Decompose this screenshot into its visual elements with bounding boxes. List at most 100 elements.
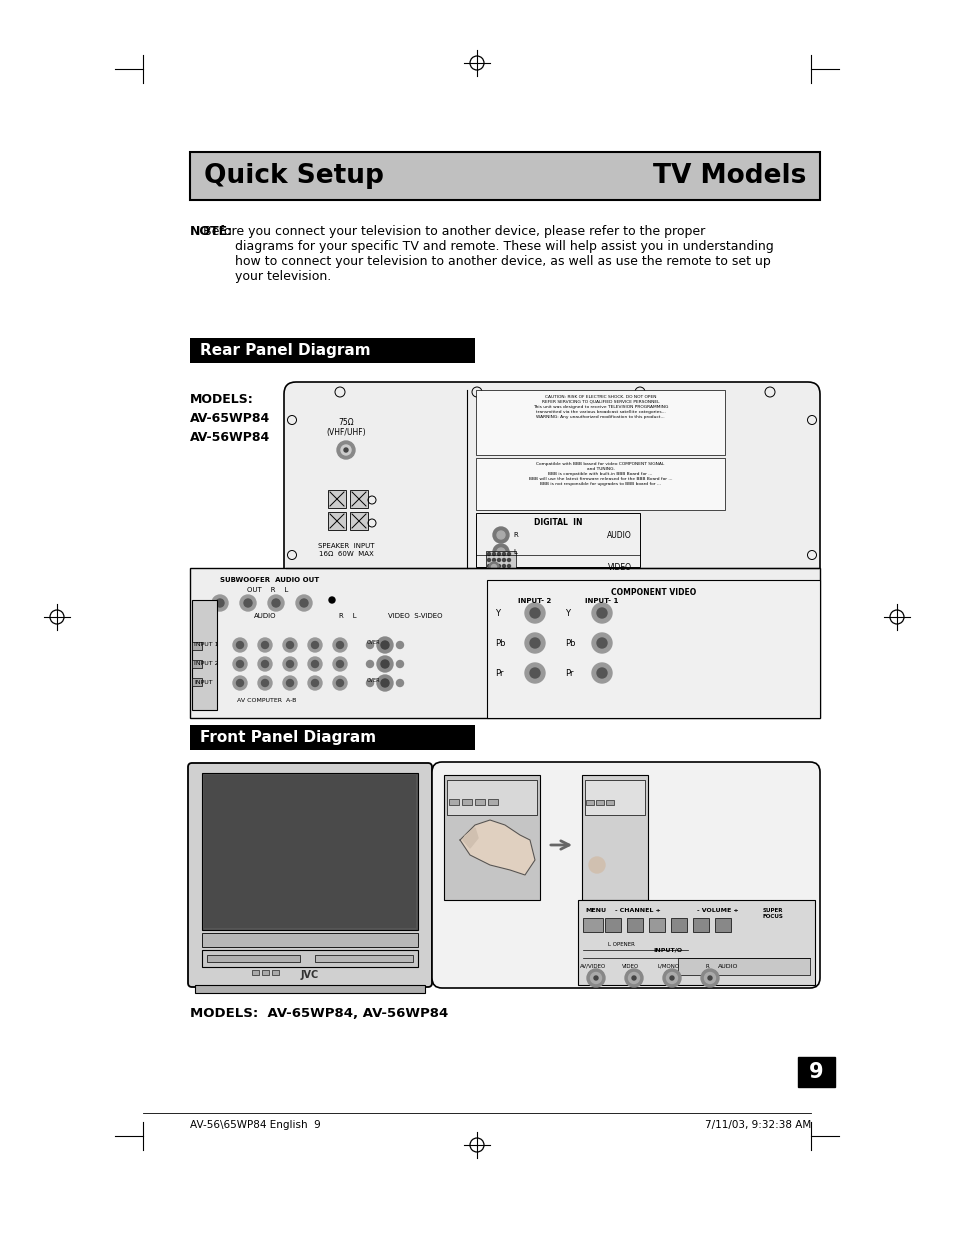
Text: L/MONO: L/MONO bbox=[658, 965, 679, 969]
Bar bbox=[443, 776, 539, 900]
Bar bbox=[202, 773, 417, 930]
Circle shape bbox=[524, 634, 544, 653]
Text: Pr: Pr bbox=[495, 668, 503, 678]
Text: 7/11/03, 9:32:38 AM: 7/11/03, 9:32:38 AM bbox=[704, 1120, 810, 1130]
Bar bbox=[350, 513, 368, 530]
Text: - CHANNEL +: - CHANNEL + bbox=[615, 908, 660, 913]
Circle shape bbox=[308, 676, 322, 690]
Circle shape bbox=[530, 608, 539, 618]
Bar bbox=[314, 955, 413, 962]
Text: R: R bbox=[704, 965, 708, 969]
Bar bbox=[190, 725, 475, 750]
Bar bbox=[447, 781, 537, 815]
Polygon shape bbox=[459, 820, 535, 876]
Text: OUT    R    L: OUT R L bbox=[247, 587, 288, 593]
Circle shape bbox=[493, 543, 509, 559]
Circle shape bbox=[286, 661, 294, 667]
Circle shape bbox=[336, 679, 343, 687]
Circle shape bbox=[333, 657, 347, 671]
Circle shape bbox=[308, 657, 322, 671]
Circle shape bbox=[376, 676, 393, 692]
Bar bbox=[485, 551, 516, 573]
Circle shape bbox=[594, 976, 598, 981]
Circle shape bbox=[344, 448, 348, 452]
Text: OVER: OVER bbox=[367, 678, 380, 683]
Circle shape bbox=[592, 663, 612, 683]
Circle shape bbox=[376, 656, 393, 672]
Text: MODELS:
AV-65WP84
AV-56WP84: MODELS: AV-65WP84 AV-56WP84 bbox=[190, 393, 270, 445]
Circle shape bbox=[700, 969, 719, 987]
Circle shape bbox=[366, 641, 374, 648]
Bar bbox=[626, 918, 642, 932]
Bar bbox=[605, 800, 614, 805]
Text: Y: Y bbox=[495, 609, 499, 618]
Circle shape bbox=[336, 441, 355, 459]
Circle shape bbox=[487, 552, 490, 556]
Circle shape bbox=[312, 641, 318, 648]
Circle shape bbox=[489, 562, 498, 572]
Circle shape bbox=[366, 679, 374, 687]
Text: VIDEO: VIDEO bbox=[621, 965, 639, 969]
Circle shape bbox=[497, 558, 500, 562]
Circle shape bbox=[707, 976, 711, 981]
Circle shape bbox=[295, 595, 312, 611]
Circle shape bbox=[502, 552, 505, 556]
Bar bbox=[582, 918, 602, 932]
Bar bbox=[584, 781, 644, 815]
FancyBboxPatch shape bbox=[284, 382, 820, 620]
Circle shape bbox=[530, 638, 539, 648]
Circle shape bbox=[507, 558, 510, 562]
Circle shape bbox=[502, 558, 505, 562]
Circle shape bbox=[497, 552, 500, 556]
Circle shape bbox=[396, 679, 403, 687]
Text: AV/VIDEO: AV/VIDEO bbox=[579, 965, 605, 969]
Circle shape bbox=[524, 663, 544, 683]
Text: R    L: R L bbox=[339, 613, 356, 619]
Text: Pb: Pb bbox=[495, 638, 505, 647]
Text: - VOLUME +: - VOLUME + bbox=[697, 908, 738, 913]
Circle shape bbox=[507, 552, 510, 556]
Text: AV-56\65WP84 English  9: AV-56\65WP84 English 9 bbox=[190, 1120, 320, 1130]
Bar bbox=[328, 490, 346, 508]
Circle shape bbox=[592, 603, 612, 622]
Circle shape bbox=[502, 564, 505, 568]
Circle shape bbox=[624, 969, 642, 987]
Text: VIDEO  S-VIDEO: VIDEO S-VIDEO bbox=[387, 613, 442, 619]
Bar bbox=[192, 600, 216, 710]
Circle shape bbox=[312, 679, 318, 687]
Circle shape bbox=[336, 661, 343, 667]
Text: INPUT: INPUT bbox=[193, 680, 213, 685]
Circle shape bbox=[212, 595, 228, 611]
Circle shape bbox=[396, 661, 403, 667]
Circle shape bbox=[308, 638, 322, 652]
Bar bbox=[581, 776, 647, 900]
Circle shape bbox=[286, 679, 294, 687]
Circle shape bbox=[336, 641, 343, 648]
Circle shape bbox=[703, 972, 715, 983]
Circle shape bbox=[257, 638, 272, 652]
Circle shape bbox=[396, 641, 403, 648]
Text: AUDIO: AUDIO bbox=[607, 531, 631, 540]
Circle shape bbox=[283, 676, 296, 690]
Circle shape bbox=[268, 595, 284, 611]
Circle shape bbox=[233, 657, 247, 671]
Circle shape bbox=[597, 608, 606, 618]
Text: JVC: JVC bbox=[300, 969, 319, 981]
Bar bbox=[604, 918, 620, 932]
Circle shape bbox=[666, 972, 677, 983]
Text: R: R bbox=[513, 532, 517, 538]
Text: INPUT- 2: INPUT- 2 bbox=[517, 598, 551, 604]
Bar bbox=[192, 642, 202, 650]
Bar bbox=[670, 918, 686, 932]
Circle shape bbox=[662, 969, 680, 987]
Text: Before you connect your television to another device, please refer to the proper: Before you connect your television to an… bbox=[194, 225, 773, 283]
Circle shape bbox=[631, 976, 636, 981]
Circle shape bbox=[236, 679, 243, 687]
Circle shape bbox=[497, 564, 500, 568]
Circle shape bbox=[588, 857, 604, 873]
Circle shape bbox=[487, 564, 490, 568]
Circle shape bbox=[233, 638, 247, 652]
Circle shape bbox=[283, 638, 296, 652]
FancyBboxPatch shape bbox=[432, 762, 820, 988]
Text: SUPER
FOCUS: SUPER FOCUS bbox=[761, 908, 782, 919]
